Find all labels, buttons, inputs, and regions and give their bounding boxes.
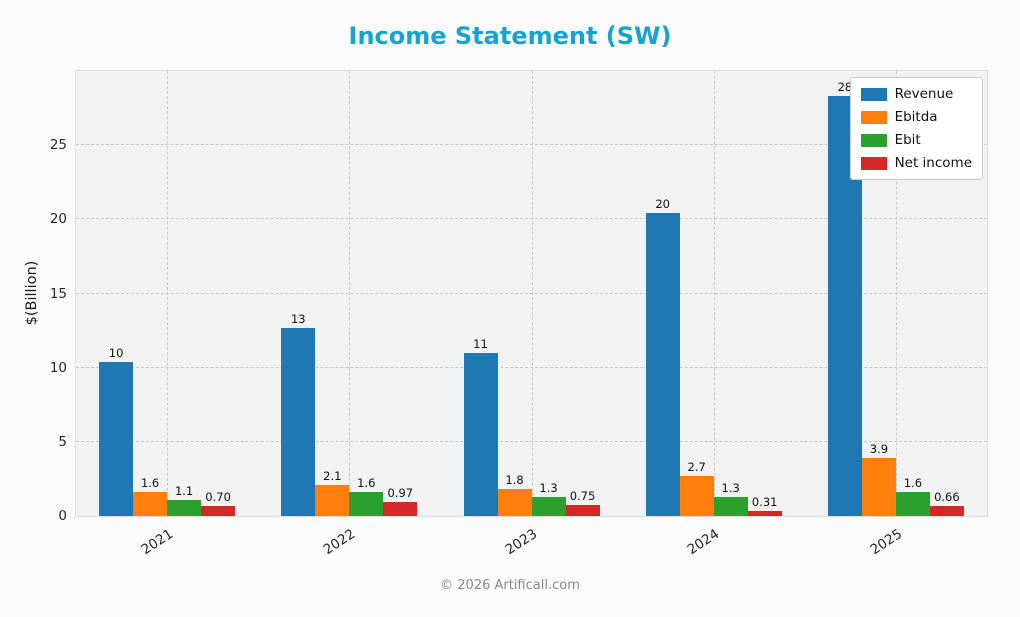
bar-column-ebitda: 1.8 — [497, 71, 532, 516]
bar-value-label: 1.1 — [174, 483, 194, 498]
bar-group: 11 1.8 1.3 0.75 — [463, 71, 600, 516]
bar-value-label: 11 — [473, 336, 488, 351]
bar-value-label: 1.6 — [357, 476, 376, 491]
bar-column-revenue: 13 — [281, 71, 316, 516]
y-tick-label: 25 — [49, 137, 67, 154]
legend-label: Revenue — [894, 86, 954, 102]
bar-ebit — [349, 492, 384, 516]
bar-value-label: 1.8 — [505, 473, 524, 488]
bar-column-net-income: 0.31 — [747, 71, 782, 516]
vertical-gridline — [531, 71, 533, 516]
bar-ebitda — [679, 475, 714, 516]
bar-net-income — [565, 504, 600, 516]
x-tick-label: 2024 — [684, 526, 723, 559]
legend-label: Ebitda — [894, 109, 938, 125]
legend-item-ebitda: Ebitda — [860, 109, 972, 125]
bar-column-ebit: 1.6 — [349, 71, 384, 516]
y-tick-label: 0 — [58, 508, 67, 524]
bar-value-label: 0.66 — [934, 490, 960, 505]
bar-group: 10 1.6 1.1 0.70 — [99, 71, 236, 516]
bar-column-net-income: 0.75 — [565, 71, 600, 516]
y-tick-label: 10 — [49, 359, 67, 376]
bar-net-income — [383, 501, 418, 516]
y-tick-label: 15 — [49, 285, 67, 302]
bar-value-label: 0.31 — [751, 495, 778, 510]
x-tick-label: 2021 — [138, 526, 176, 559]
legend-item-revenue: Revenue — [860, 86, 972, 102]
bar-ebit — [895, 492, 930, 516]
bar-ebit — [531, 496, 566, 516]
bar-column-revenue: 11 — [463, 71, 498, 516]
x-tick-label: 2023 — [502, 526, 541, 559]
bar-column-ebit: 1.1 — [167, 71, 202, 516]
legend-item-ebit: Ebit — [860, 132, 972, 148]
bar-ebitda — [315, 484, 350, 516]
x-tick-label: 2025 — [867, 526, 905, 559]
bar-column-revenue: 10 — [99, 71, 134, 516]
bar-ebit — [713, 496, 748, 516]
plot-area: 0 5 10 15 20 25 10 1.6 1.1 0.70 2021 13 2.1 1.6 0.97 20… — [50, 70, 988, 558]
bar-group: 20 2.7 1.3 0.31 — [645, 71, 782, 516]
bar-group: 28 3.9 1.6 0.66 — [827, 71, 964, 516]
bar-revenue — [463, 352, 498, 516]
bar-column-net-income: 0.70 — [201, 71, 236, 516]
bar-column-net-income: 0.97 — [383, 71, 418, 516]
y-axis-label: $(Billion) — [24, 260, 40, 326]
bar-revenue — [99, 361, 134, 516]
bar-value-label: 13 — [290, 311, 306, 326]
bar-net-income — [201, 505, 236, 516]
bar-value-label: 1.3 — [721, 480, 740, 495]
bar-ebitda — [133, 492, 168, 516]
bar-value-label: 1.6 — [140, 476, 160, 491]
legend-label: Net income — [894, 155, 972, 171]
legend-swatch — [860, 87, 887, 101]
bar-revenue — [281, 327, 316, 516]
bar-value-label: 0.75 — [569, 488, 596, 503]
bar-ebit — [167, 499, 202, 516]
bar-column-ebitda: 1.6 — [133, 71, 168, 516]
bar-value-label: 10 — [108, 345, 124, 360]
vertical-gridline — [167, 71, 169, 516]
bar-column-ebitda: 3.9 — [861, 71, 896, 516]
y-tick-label: 20 — [49, 211, 67, 228]
bar-column-net-income: 0.66 — [929, 71, 964, 516]
bar-revenue — [645, 213, 680, 516]
footer-credit: © 2026 Artificall.com — [440, 578, 580, 593]
legend-swatch — [860, 133, 887, 147]
bar-value-label: 0.70 — [205, 489, 231, 504]
vertical-gridline — [713, 71, 715, 516]
bar-column-ebit: 1.6 — [895, 71, 930, 516]
bar-value-label: 1.6 — [903, 476, 923, 491]
legend-label: Ebit — [894, 132, 921, 148]
vertical-gridline — [349, 71, 351, 516]
legend: Revenue Ebitda Ebit Net income — [849, 77, 983, 180]
bar-net-income — [747, 511, 782, 516]
bar-net-income — [929, 506, 964, 516]
bar-value-label: 1.3 — [539, 480, 558, 495]
bar-value-label: 2.1 — [323, 468, 342, 483]
bar-column-ebitda: 2.1 — [315, 71, 350, 516]
bar-column-ebit: 1.3 — [713, 71, 748, 516]
legend-swatch — [860, 156, 887, 170]
legend-swatch — [860, 110, 887, 124]
bar-ebitda — [497, 489, 532, 516]
bar-column-ebitda: 2.7 — [679, 71, 714, 516]
bar-value-label: 0.97 — [387, 485, 414, 500]
vertical-gridline — [895, 71, 897, 516]
bar-value-label: 2.7 — [687, 459, 706, 474]
bar-group: 13 2.1 1.6 0.97 — [281, 71, 418, 516]
bar-value-label: 20 — [655, 197, 670, 212]
bar-value-label: 28 — [837, 80, 853, 95]
legend-item-net-income: Net income — [860, 155, 972, 171]
chart-title: Income Statement (SW) — [348, 22, 672, 50]
bar-value-label: 3.9 — [869, 442, 889, 457]
bar-column-ebit: 1.3 — [531, 71, 566, 516]
bar-ebitda — [861, 458, 896, 516]
x-tick-label: 2022 — [320, 526, 359, 559]
y-tick-label: 5 — [58, 433, 67, 450]
bar-column-revenue: 20 — [645, 71, 680, 516]
